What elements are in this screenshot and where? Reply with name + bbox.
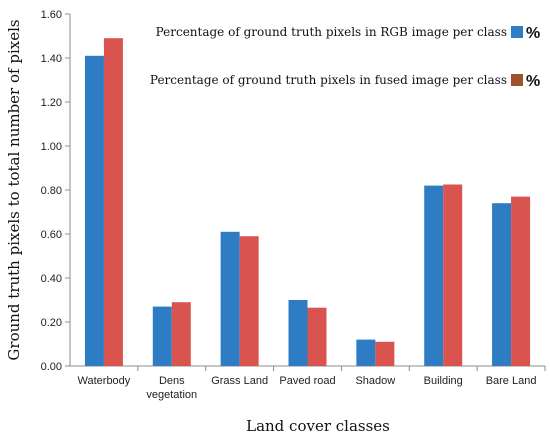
y-axis-title: Ground truth pixels to total number of p…: [5, 19, 23, 360]
bar-fused: [511, 196, 531, 366]
bar-fused: [103, 38, 123, 366]
bar-rgb: [356, 339, 376, 366]
bar-fused: [375, 341, 395, 366]
bar-fused: [171, 302, 191, 366]
x-category-label: vegetation: [146, 389, 197, 401]
y-tick-label: 1.00: [41, 141, 62, 153]
y-tick-label: 0.60: [41, 229, 62, 241]
bar-rgb: [84, 55, 104, 367]
x-category-label: Grass Land: [211, 375, 268, 387]
bar-fused: [443, 184, 463, 366]
bar-rgb: [152, 306, 172, 366]
x-category-label: Shadow: [355, 375, 395, 387]
y-tick-label: 0.00: [41, 361, 62, 373]
legend: Percentage of ground truth pixels in RGB…: [150, 25, 540, 90]
bar-fused: [307, 307, 327, 366]
legend-percent-symbol-fused: %: [526, 73, 540, 90]
x-axis-title: Land cover classes: [246, 417, 390, 435]
x-category-label: Dens: [159, 375, 185, 387]
plot-area: 0.00 0.20 0.40 0.60 0.80 1.00 1.20 1.40 1.60 Wate…: [41, 9, 546, 401]
y-tick-label: 0.80: [41, 185, 62, 197]
y-tick-label: 0.40: [41, 273, 62, 285]
legend-label-rgb: Percentage of ground truth pixels in RGB…: [156, 25, 507, 39]
y-tick-label: 0.20: [41, 317, 62, 329]
legend-label-fused: Percentage of ground truth pixels in fus…: [150, 73, 507, 87]
x-category-label: Paved road: [279, 375, 335, 387]
x-category-label: Bare Land: [486, 375, 537, 387]
bar-rgb: [492, 203, 512, 366]
bar-rgb: [288, 300, 308, 366]
legend-swatch-fused: [511, 74, 523, 86]
y-tick-label: 1.60: [41, 9, 62, 21]
bar-rgb: [424, 185, 444, 366]
legend-swatch-rgb: [511, 26, 523, 38]
y-tick-label: 1.20: [41, 97, 62, 109]
bar-fused: [239, 236, 259, 366]
y-tick-label: 1.40: [41, 53, 62, 65]
bar-rgb: [220, 231, 240, 366]
x-category-label: Waterbody: [78, 375, 131, 387]
legend-percent-symbol-rgb: %: [526, 25, 540, 42]
x-category-label: Building: [424, 375, 463, 387]
